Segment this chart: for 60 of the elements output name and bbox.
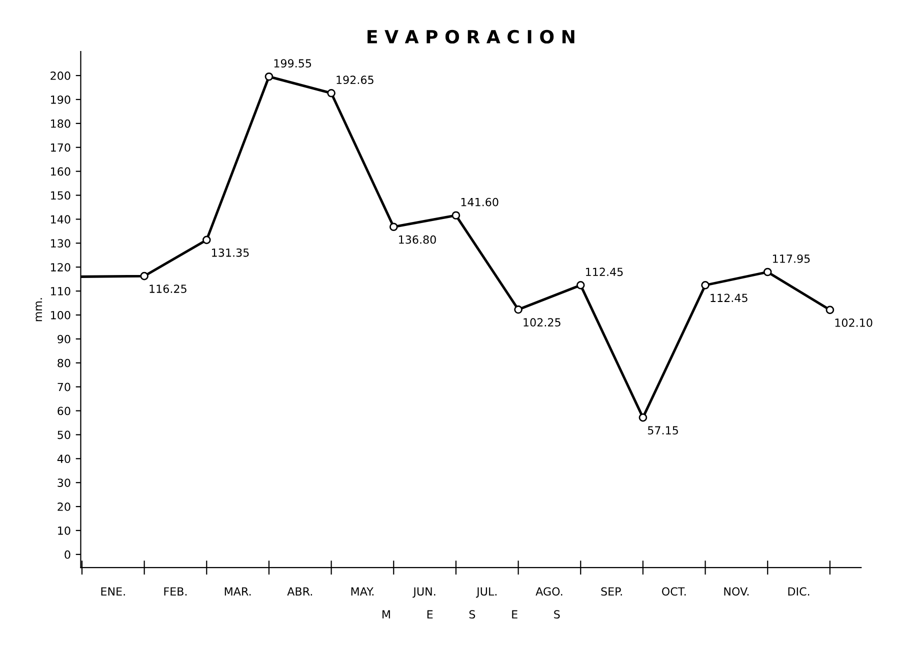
data-label: 192.65 (336, 76, 374, 84)
data-label: 131.35 (212, 248, 249, 257)
text: SEP. (601, 587, 622, 596)
y-tick-label: 90 (58, 334, 70, 344)
text: MAR. (224, 587, 251, 596)
text: DIC. (788, 587, 810, 596)
y-tick-label: 10 (58, 526, 70, 535)
point (763, 268, 772, 276)
text: JUN. (412, 587, 436, 598)
point (576, 281, 585, 290)
y-tick-label: 70 (58, 382, 70, 392)
data-label: 116.25 (150, 284, 186, 294)
point (514, 305, 522, 314)
text: MAY. (351, 587, 374, 596)
point (701, 281, 710, 290)
y-tick-label: 20 (58, 502, 70, 511)
y-axis-title: mm. (36, 298, 42, 322)
text: JUL. (476, 587, 496, 598)
point (327, 88, 336, 98)
chart-title: E V A P O R A C I O N (368, 30, 574, 44)
y-tick-label: 30 (58, 478, 70, 487)
y-tick-label: 80 (58, 358, 70, 368)
point (264, 72, 274, 81)
text: ENE. (101, 587, 125, 596)
y-tick-label: 140 (51, 215, 70, 224)
y-tick-label: 0 (64, 550, 70, 559)
point (452, 211, 460, 220)
data-label: 199.55 (274, 59, 312, 68)
y-tick-label: 190 (51, 95, 70, 104)
data-label: 112.45 (586, 268, 623, 276)
y-tick-label: 100 (51, 310, 70, 320)
point (638, 413, 648, 422)
data-label: 102.10 (835, 318, 872, 327)
x-axis-title: M E S E S (382, 610, 560, 619)
text: NOV. (724, 587, 749, 596)
data-label: 136.80 (399, 235, 436, 244)
y-tick-label: 110 (51, 287, 70, 296)
text: OCT. (662, 587, 686, 596)
data-label: 117.95 (773, 254, 810, 263)
y-tick-label: 160 (51, 167, 70, 176)
y-tick-label: 170 (51, 143, 70, 152)
data-label: 141.60 (461, 198, 498, 206)
y-tick-label: 40 (57, 454, 70, 464)
y-tick-label: 120 (51, 263, 70, 272)
data-label: 112.45 (710, 294, 748, 302)
y-tick-label: 180 (51, 119, 70, 128)
y-tick-label: 130 (51, 239, 70, 248)
y-tick-label: 150 (51, 191, 70, 200)
data-label: 57.15 (648, 426, 678, 435)
text: ABR. (287, 587, 312, 596)
text: FEB. (164, 587, 187, 596)
point (140, 272, 148, 280)
point (202, 236, 211, 244)
text: AGO. (536, 587, 562, 596)
point (389, 222, 398, 232)
y-tick-label: 50 (58, 430, 70, 440)
y-tick-label: 60 (58, 406, 70, 416)
y-tick-label: 200 (50, 72, 70, 80)
point (826, 306, 834, 314)
data-label: 102.25 (524, 318, 560, 327)
